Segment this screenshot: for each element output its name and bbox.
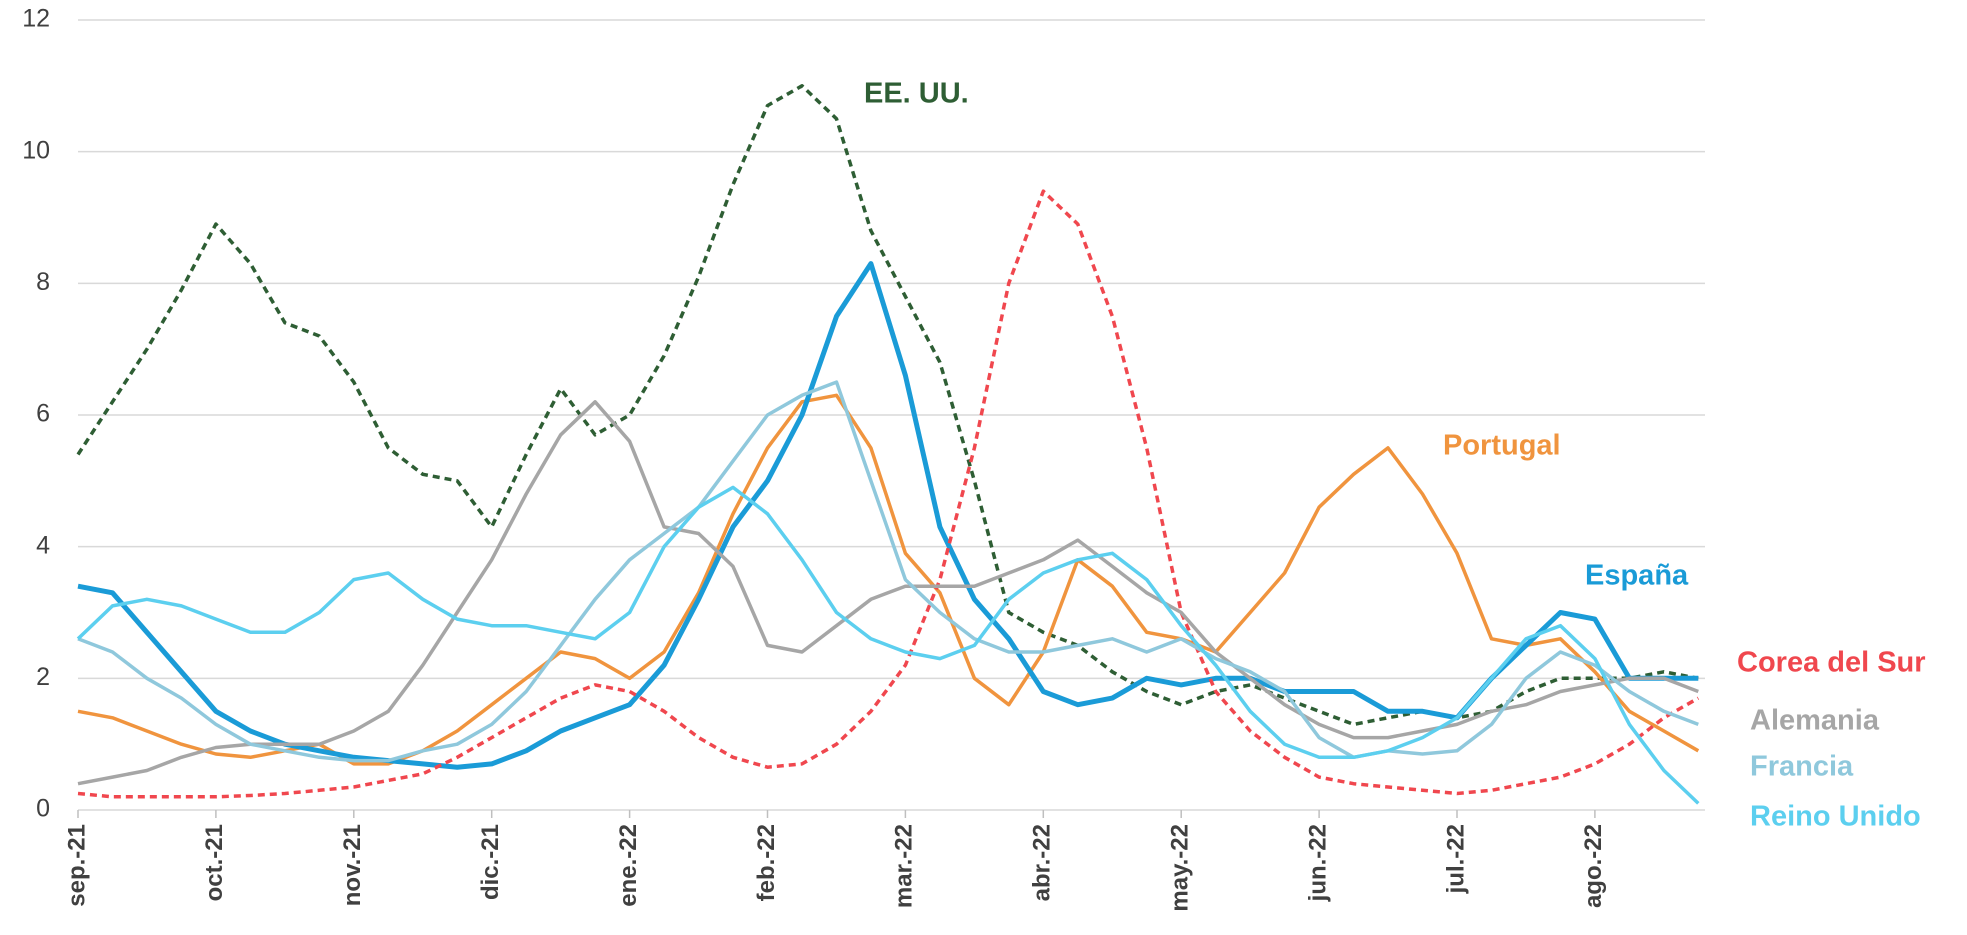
x-tick-label: abr.-22 [1029,824,1056,901]
series-label: Corea del Sur [1737,647,1926,679]
y-tick-label: 12 [22,5,50,33]
series-label: España [1585,560,1689,592]
series-line [76,485,1700,805]
y-tick-label: 4 [36,531,50,559]
series-line [77,189,1700,799]
x-tick-label: oct.-21 [201,824,228,901]
x-tick-label: may.-22 [1167,824,1194,912]
series-line [77,380,1699,763]
series-label: Portugal [1443,430,1561,462]
series-line [77,400,1699,786]
series-label: Francia [1750,751,1854,783]
x-tick-label: ago.-22 [1580,824,1607,908]
x-tick-label: sep.-21 [63,824,90,907]
y-tick-label: 0 [36,795,50,823]
series-label: EE. UU. [864,78,969,110]
x-tick-label: dic.-21 [477,824,504,900]
series-label: Alemania [1750,705,1880,737]
series-label: Reino Unido [1750,801,1921,833]
y-tick-label: 2 [36,663,50,691]
y-tick-label: 6 [36,400,50,428]
x-tick-label: feb.-22 [753,824,780,901]
y-tick-label: 10 [22,136,50,164]
x-tick-label: nov.-21 [339,824,366,906]
y-tick-label: 8 [36,268,50,296]
x-tick-label: mar.-22 [891,824,918,908]
x-tick-label: jul.-22 [1442,824,1469,894]
series-line [77,261,1699,770]
series-line [76,84,1699,727]
x-tick-label: jun.-22 [1304,824,1331,902]
x-tick-label: ene.-22 [615,824,642,907]
